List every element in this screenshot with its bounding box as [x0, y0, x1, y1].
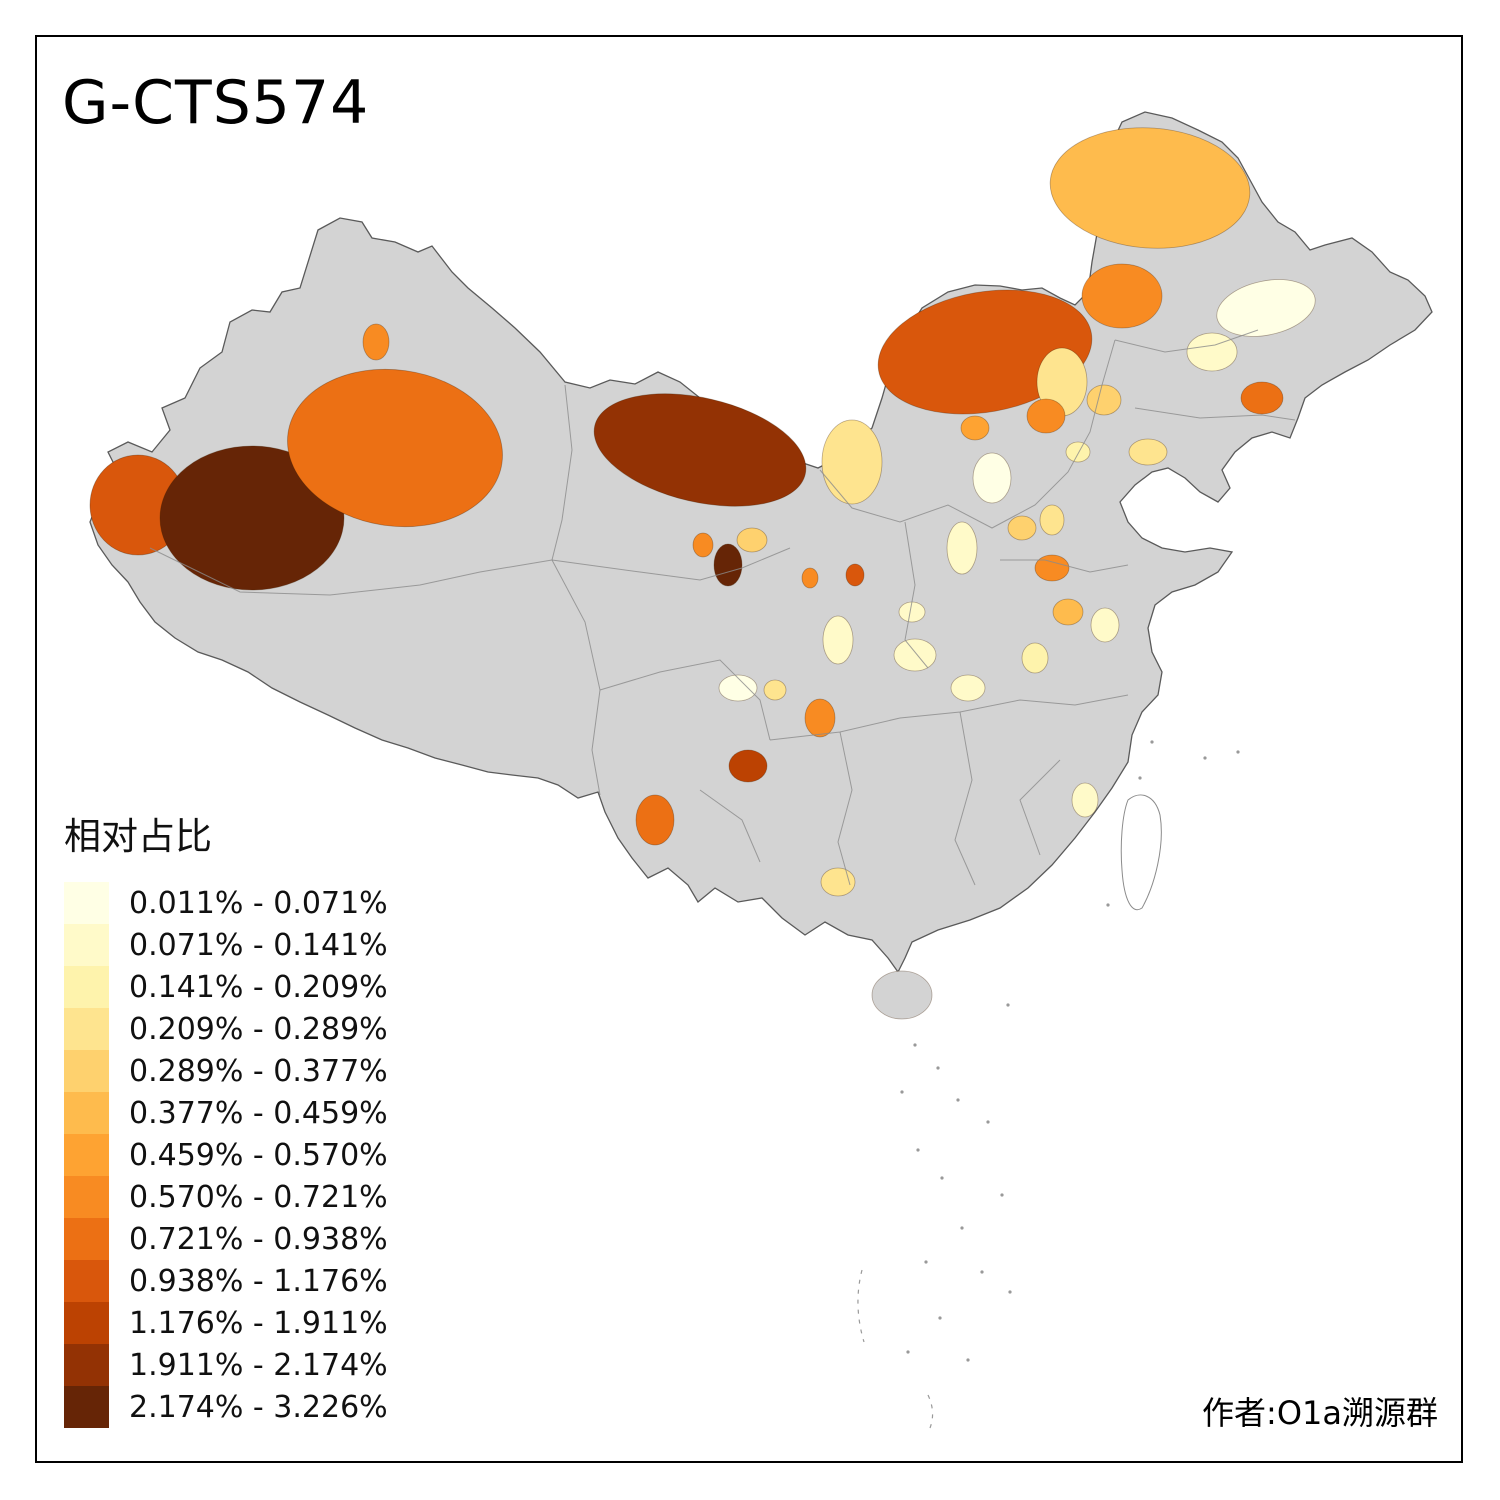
legend-item: 0.289% - 0.377%: [64, 1050, 388, 1092]
legend-item: 0.011% - 0.071%: [64, 882, 388, 924]
region-heilongjiang-west-pale: [1216, 279, 1316, 337]
legend-label: 0.289% - 0.377%: [129, 1053, 388, 1089]
hainan-island: [871, 970, 933, 1020]
region-baiyin-orange: [845, 563, 865, 587]
legend-item: 0.721% - 0.938%: [64, 1218, 388, 1260]
legend-label: 0.938% - 1.176%: [129, 1263, 388, 1299]
legend-label: 0.721% - 0.938%: [129, 1221, 388, 1257]
legend-swatch: [64, 1008, 109, 1050]
legend-item: 2.174% - 3.226%: [64, 1386, 388, 1428]
region-guizhou-north-dark: [728, 749, 768, 783]
region-yunnan-west-orange: [635, 794, 675, 846]
legend-swatch: [64, 1176, 109, 1218]
region-xining-orange: [692, 532, 714, 558]
legend-item: 0.071% - 0.141%: [64, 924, 388, 966]
legend: 相对占比 0.011% - 0.071% 0.071% - 0.141% 0.1…: [64, 806, 388, 1428]
legend-item: 1.176% - 1.911%: [64, 1302, 388, 1344]
legend-label: 1.911% - 2.174%: [129, 1347, 388, 1383]
region-xilingol-pale-yellow: [821, 419, 883, 505]
legend-label: 0.141% - 0.209%: [129, 969, 388, 1005]
legend-item: 0.141% - 0.209%: [64, 966, 388, 1008]
region-ningxia-dark: [713, 543, 743, 587]
legend-label: 2.174% - 3.226%: [129, 1389, 388, 1425]
region-liaoning-west-yellow: [1128, 438, 1168, 466]
region-inner-mongolia-tongliao: [1081, 263, 1163, 329]
legend-label: 0.011% - 0.071%: [129, 885, 388, 921]
legend-swatch: [64, 1260, 109, 1302]
region-heilongjiang-south-pale: [1186, 332, 1238, 372]
region-shijiazhuang-yellow: [1007, 515, 1037, 541]
region-hubei-pale: [950, 674, 986, 702]
legend-swatch: [64, 1302, 109, 1344]
region-fujian-west-pale: [1071, 782, 1099, 818]
legend-swatch: [64, 966, 109, 1008]
legend-swatch: [64, 882, 109, 924]
legend-swatch: [64, 1092, 109, 1134]
region-shanxi-south-pale: [898, 601, 926, 623]
legend-label: 0.377% - 0.459%: [129, 1095, 388, 1131]
region-henan-north-orange: [1034, 554, 1070, 582]
legend-item: 0.938% - 1.176%: [64, 1260, 388, 1302]
region-chongqing-orange: [804, 698, 836, 738]
region-liaoning-east-orange: [1240, 381, 1284, 415]
legend-item: 0.209% - 0.289%: [64, 1008, 388, 1050]
legend-label: 0.459% - 0.570%: [129, 1137, 388, 1173]
region-shandong-southwest-yellow: [1052, 598, 1084, 626]
region-xinjiang-north-notch: [362, 323, 390, 361]
region-inner-mongolia-west-alxa: [593, 393, 807, 507]
legend-swatch: [64, 924, 109, 966]
region-anhui-pale: [1021, 642, 1049, 674]
region-shaanxi-north-orange-dot: [801, 567, 819, 589]
region-sichuan-west-pale: [718, 674, 758, 702]
chart-title: G-CTS574: [62, 68, 370, 138]
colored-regions: [89, 127, 1316, 897]
legend-swatch: [64, 1134, 109, 1176]
region-hulunbuir: [1049, 127, 1251, 249]
legend-title: 相对占比: [64, 815, 212, 858]
region-guangxi-central-yellow: [820, 867, 856, 897]
legend-item: 0.377% - 0.459%: [64, 1092, 388, 1134]
legend-swatch: [64, 1218, 109, 1260]
region-shanxi-pale: [946, 521, 978, 575]
author-credit: 作者:O1a溯源群: [1202, 1394, 1438, 1432]
legend-label: 0.071% - 0.141%: [129, 927, 388, 963]
legend-swatch: [64, 1386, 109, 1428]
region-sichuan-yellow: [763, 679, 787, 701]
south-china-sea-islets: [857, 740, 1240, 1429]
legend-label: 0.570% - 0.721%: [129, 1179, 388, 1215]
region-jiangsu-north-pale: [1090, 607, 1120, 643]
region-tianjin-yellow: [1039, 504, 1065, 536]
region-changchun-yellow: [1086, 384, 1122, 416]
legend-item: 0.570% - 0.721%: [64, 1176, 388, 1218]
legend-swatch: [64, 1050, 109, 1092]
legend-item: 0.459% - 0.570%: [64, 1134, 388, 1176]
region-beijing-pale: [972, 452, 1012, 504]
taiwan-island: [1120, 794, 1162, 911]
region-xinjiang-hotan-southwest: [159, 445, 345, 591]
region-ulanqab-orange: [960, 415, 990, 441]
region-jilin-southwest-orange: [1026, 398, 1066, 434]
region-lanzhou-yellow: [736, 527, 768, 553]
region-xinjiang-central: [287, 368, 503, 528]
legend-item: 1.911% - 2.174%: [64, 1344, 388, 1386]
region-sichuan-northeast-pale: [893, 638, 937, 672]
legend-label: 0.209% - 0.289%: [129, 1011, 388, 1047]
region-hebei-northeast-pale: [1065, 441, 1091, 463]
province-borders: [149, 329, 1296, 886]
legend-label: 1.176% - 1.911%: [129, 1305, 388, 1341]
legend-swatch: [64, 1344, 109, 1386]
region-shaanxi-central-pale: [822, 615, 854, 665]
